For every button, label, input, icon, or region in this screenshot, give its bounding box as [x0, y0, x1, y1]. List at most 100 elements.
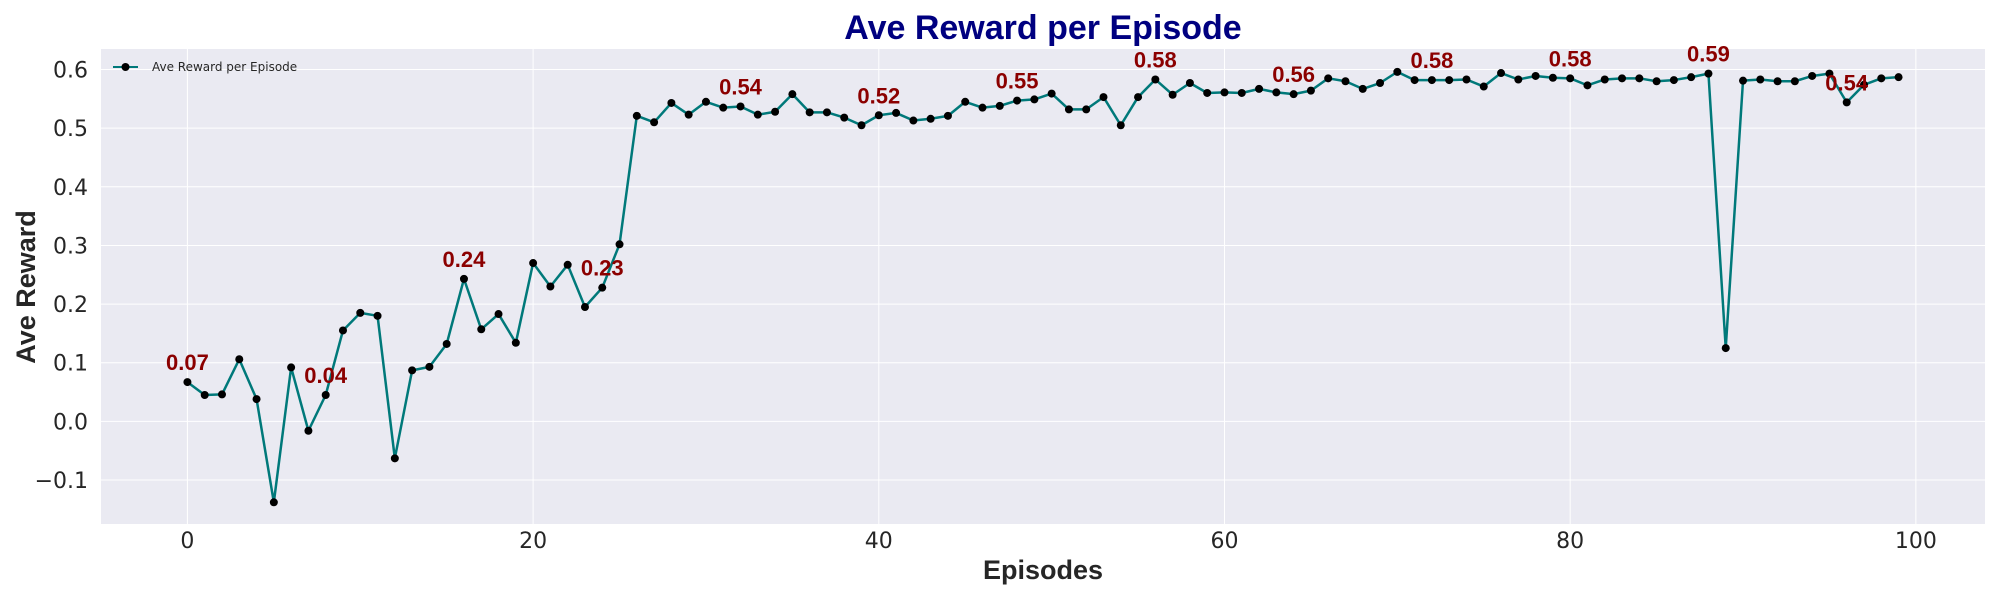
data-point: [1272, 88, 1281, 97]
data-point: [442, 339, 451, 348]
data-point: [235, 355, 244, 364]
data-point: [701, 97, 710, 106]
data-point: [1756, 75, 1765, 84]
data-point: [200, 390, 209, 399]
x-tick-labels: 0 20 40 60 80 100: [180, 529, 1936, 554]
data-point: [425, 362, 434, 371]
data-point: [217, 390, 226, 399]
data-point: [632, 111, 641, 120]
data-point: [1030, 95, 1039, 104]
data-point: [857, 121, 866, 130]
data-point: [650, 118, 659, 127]
data-point: [1566, 74, 1575, 83]
series-line-layer: [186, 70, 1899, 504]
data-point: [909, 116, 918, 125]
x-tick-label: 80: [1556, 529, 1584, 554]
data-point: [1064, 105, 1073, 114]
data-point: [978, 103, 987, 112]
data-point: [753, 110, 762, 119]
data-point: [1013, 96, 1022, 105]
data-point: [1825, 69, 1834, 78]
data-point: [1739, 76, 1748, 85]
data-point: [1860, 80, 1869, 89]
data-point: [1410, 76, 1419, 85]
data-point: [1842, 98, 1851, 107]
data-point: [1497, 69, 1506, 78]
data-point: [1600, 75, 1609, 84]
data-annotation: 0.54: [719, 74, 763, 99]
data-point: [304, 426, 313, 435]
data-point: [338, 326, 347, 335]
legend: Ave Reward per Episode: [113, 60, 297, 74]
data-point: [1427, 76, 1436, 85]
data-point: [805, 108, 814, 117]
data-annotation: 0.24: [443, 247, 487, 272]
data-annotation: 0.58: [1549, 46, 1592, 71]
data-point: [736, 102, 745, 111]
x-tick-label: 40: [865, 529, 893, 554]
data-point: [1652, 77, 1661, 86]
data-point: [840, 113, 849, 122]
y-tick-label: 0.6: [53, 59, 88, 84]
chart-title: Ave Reward per Episode: [844, 9, 1241, 47]
data-point: [667, 98, 676, 107]
data-point: [563, 260, 572, 269]
data-point: [546, 282, 555, 291]
data-point: [995, 101, 1004, 110]
plot-background: [101, 49, 1985, 524]
data-point: [1704, 69, 1713, 78]
data-point: [1445, 76, 1454, 85]
data-point: [961, 97, 970, 106]
data-annotation: 0.58: [1134, 47, 1177, 72]
data-point: [1047, 89, 1056, 98]
data-point: [287, 363, 296, 372]
data-point: [183, 378, 192, 387]
data-point: [1151, 75, 1160, 84]
x-tick-label: 20: [519, 529, 547, 554]
data-annotation: 0.56: [1272, 62, 1315, 87]
data-point: [1324, 74, 1333, 83]
data-annotation: 0.07: [166, 350, 209, 375]
data-point: [1808, 71, 1817, 80]
data-point: [1185, 79, 1194, 88]
data-point: [1116, 121, 1125, 130]
data-point: [1687, 73, 1696, 82]
data-point: [252, 395, 261, 404]
data-point: [1462, 75, 1471, 84]
data-point: [1099, 93, 1108, 102]
y-tick-label: 0.2: [53, 293, 88, 318]
data-point: [477, 325, 486, 334]
data-annotation: 0.04: [304, 363, 348, 388]
data-point: [321, 390, 330, 399]
data-point: [719, 103, 728, 112]
data-point: [615, 240, 624, 249]
data-point: [1583, 81, 1592, 90]
data-point: [788, 90, 797, 99]
data-point: [511, 338, 520, 347]
data-point: [1168, 90, 1177, 99]
data-point: [408, 366, 417, 375]
data-point: [822, 108, 831, 117]
data-point: [1306, 86, 1315, 95]
data-point: [529, 259, 538, 268]
data-point: [269, 498, 278, 507]
data-point: [1721, 344, 1730, 353]
data-point: [926, 114, 935, 123]
data-point: [1548, 73, 1557, 82]
data-point: [598, 283, 607, 292]
data-annotation: 0.54: [1825, 70, 1869, 95]
data-point: [771, 107, 780, 116]
data-point: [1255, 84, 1264, 93]
data-point: [1341, 77, 1350, 86]
data-point: [1773, 77, 1782, 86]
data-point: [684, 110, 693, 119]
data-point: [1894, 73, 1903, 82]
data-point: [1531, 71, 1540, 80]
data-point: [1479, 82, 1488, 91]
data-annotation: 0.55: [996, 69, 1039, 94]
data-point: [390, 454, 399, 463]
data-point: [1203, 88, 1212, 97]
data-point: [943, 111, 952, 120]
legend-label: Ave Reward per Episode: [152, 60, 297, 74]
data-point: [1134, 93, 1143, 102]
